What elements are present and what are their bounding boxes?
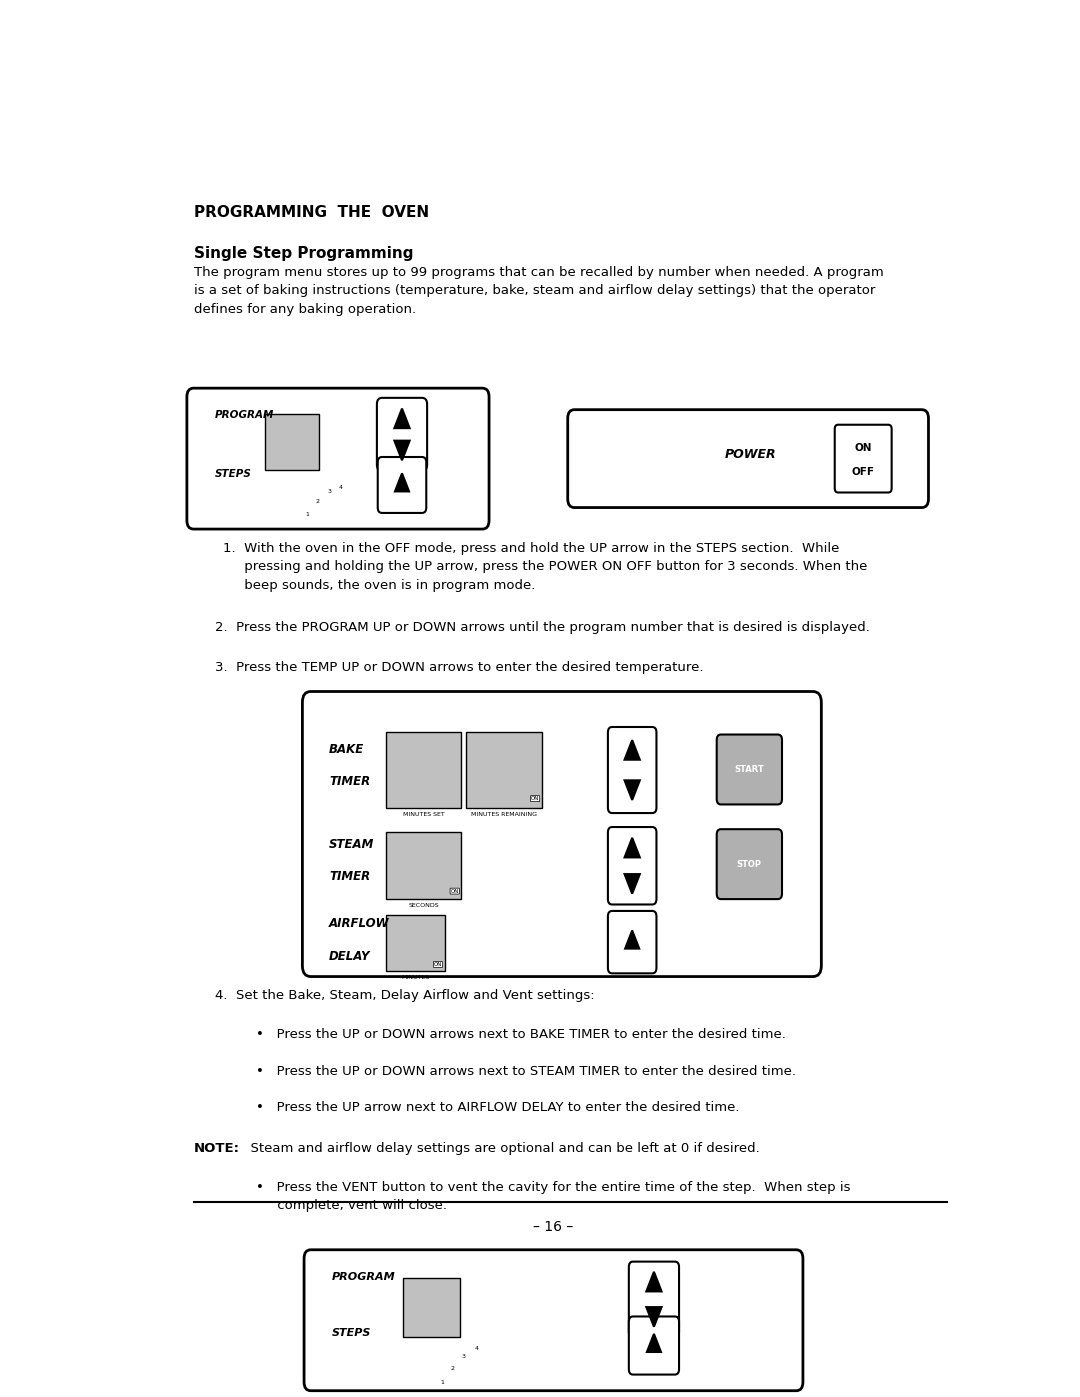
Polygon shape [646,1271,662,1291]
Text: MINUTES: MINUTES [402,975,430,981]
Text: STEAM: STEAM [329,838,375,851]
Text: BAKE: BAKE [329,743,364,756]
FancyBboxPatch shape [568,409,929,507]
Text: 3: 3 [327,489,332,495]
FancyBboxPatch shape [387,915,445,971]
FancyBboxPatch shape [302,692,821,977]
Text: MINUTES SET: MINUTES SET [403,812,445,817]
FancyBboxPatch shape [717,735,782,805]
Text: 1: 1 [306,511,309,517]
Text: 1: 1 [441,1380,444,1384]
Text: START: START [734,766,765,774]
Text: 2.  Press the PROGRAM UP or DOWN arrows until the program number that is desired: 2. Press the PROGRAM UP or DOWN arrows u… [215,620,869,633]
FancyBboxPatch shape [835,425,892,493]
Text: ON: ON [531,796,539,800]
Text: ON: ON [434,963,442,967]
FancyBboxPatch shape [305,1250,802,1390]
FancyBboxPatch shape [377,398,427,471]
FancyBboxPatch shape [629,1261,679,1337]
Text: •   Press the UP or DOWN arrows next to STEAM TIMER to enter the desired time.: • Press the UP or DOWN arrows next to ST… [256,1065,796,1077]
Text: ON: ON [450,888,459,894]
FancyBboxPatch shape [403,1278,460,1337]
Polygon shape [624,875,639,894]
FancyBboxPatch shape [265,414,320,469]
FancyBboxPatch shape [717,830,782,900]
FancyBboxPatch shape [378,457,427,513]
Text: STEPS: STEPS [332,1329,372,1338]
Polygon shape [647,1334,661,1352]
FancyBboxPatch shape [608,827,657,904]
Text: MINUTES REMAINING: MINUTES REMAINING [471,812,537,817]
Polygon shape [624,838,639,858]
Text: SECONDS: SECONDS [408,904,440,908]
Text: The program menu stores up to 99 programs that can be recalled by number when ne: The program menu stores up to 99 program… [193,265,883,316]
Text: DELAY: DELAY [329,950,370,963]
Polygon shape [624,781,639,800]
Text: 4: 4 [474,1345,478,1351]
FancyBboxPatch shape [187,388,489,529]
Text: POWER: POWER [725,448,777,461]
FancyBboxPatch shape [608,726,657,813]
Text: STEPS: STEPS [215,469,252,479]
Text: •   Press the UP or DOWN arrows next to BAKE TIMER to enter the desired time.: • Press the UP or DOWN arrows next to BA… [256,1028,786,1041]
Text: 1.  With the oven in the OFF mode, press and hold the UP arrow in the STEPS sect: 1. With the oven in the OFF mode, press … [222,542,867,592]
Text: – 16 –: – 16 – [534,1220,573,1234]
Text: AIRFLOW: AIRFLOW [329,918,390,930]
Text: 3.  Press the TEMP UP or DOWN arrows to enter the desired temperature.: 3. Press the TEMP UP or DOWN arrows to e… [215,661,703,675]
Polygon shape [624,740,639,760]
Text: 4.  Set the Bake, Steam, Delay Airflow and Vent settings:: 4. Set the Bake, Steam, Delay Airflow an… [215,989,594,1003]
Text: Single Step Programming: Single Step Programming [193,246,413,261]
Polygon shape [625,930,639,949]
Text: 2: 2 [315,499,320,504]
Text: STOP: STOP [737,859,761,869]
Polygon shape [646,1308,662,1327]
Text: 4: 4 [339,485,343,490]
Text: 2: 2 [450,1366,455,1370]
Polygon shape [395,474,409,492]
Text: •   Press the UP arrow next to AIRFLOW DELAY to enter the desired time.: • Press the UP arrow next to AIRFLOW DEL… [256,1101,740,1115]
Text: ON: ON [854,443,872,453]
FancyBboxPatch shape [387,833,461,900]
Polygon shape [394,408,409,427]
Text: OFF: OFF [852,467,875,476]
Text: Steam and airflow delay settings are optional and can be left at 0 if desired.: Steam and airflow delay settings are opt… [242,1143,760,1155]
FancyBboxPatch shape [467,732,542,807]
Polygon shape [394,440,409,460]
FancyBboxPatch shape [629,1316,679,1375]
Text: PROGRAM: PROGRAM [215,409,274,419]
FancyBboxPatch shape [387,732,461,807]
Text: PROGRAM: PROGRAM [332,1273,395,1282]
Text: PROGRAMMING  THE  OVEN: PROGRAMMING THE OVEN [193,205,429,221]
FancyBboxPatch shape [608,911,657,974]
Text: TIMER: TIMER [329,870,370,883]
Text: 3: 3 [462,1354,465,1359]
Text: NOTE:: NOTE: [193,1143,240,1155]
Text: •   Press the VENT button to vent the cavity for the entire time of the step.  W: • Press the VENT button to vent the cavi… [256,1180,851,1213]
Text: TIMER: TIMER [329,775,370,788]
